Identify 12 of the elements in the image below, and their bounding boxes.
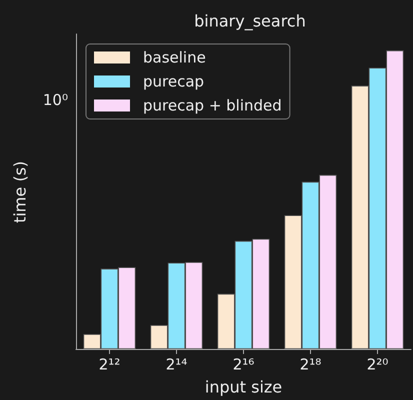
legend-label: baseline: [143, 48, 206, 66]
x-axis-title: input size: [204, 378, 282, 396]
text: 10⁰: [42, 91, 68, 109]
x-tick-label: 2¹⁴: [166, 356, 188, 374]
chart-title: binary_search: [194, 12, 306, 30]
x-tick-label: 2¹⁸: [300, 356, 322, 374]
legend-label: purecap: [143, 72, 204, 90]
x-tick-label: 2¹⁶: [232, 356, 254, 374]
x-tick-label: 2¹²: [98, 356, 120, 374]
x-tick-label: 2²⁰: [366, 356, 388, 374]
legend-label: purecap + blinded: [143, 96, 282, 114]
y-axis-title: time (s): [10, 160, 30, 224]
